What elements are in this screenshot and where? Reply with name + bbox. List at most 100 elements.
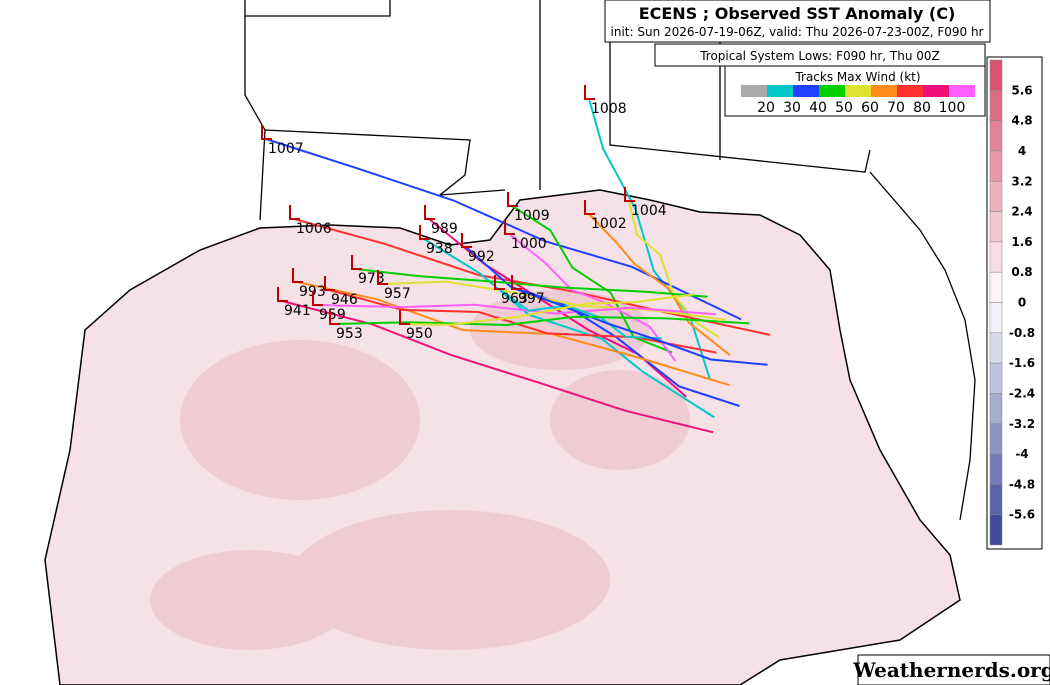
- legend-swatch: [793, 85, 819, 97]
- track: [588, 213, 731, 356]
- colorbar-label: -2.4: [1009, 386, 1035, 400]
- track: [498, 288, 663, 340]
- track: [281, 300, 714, 434]
- colorbar-cell: [989, 362, 1003, 394]
- track: [423, 238, 715, 419]
- track: [508, 233, 677, 362]
- low-marker: [624, 187, 635, 202]
- title-box: [604, 0, 991, 43]
- legend-label: 30: [783, 100, 801, 116]
- low-marker: [419, 225, 430, 240]
- colorbar-cell: [989, 120, 1003, 152]
- low-marker: [399, 310, 410, 325]
- colorbar-cell: [989, 150, 1003, 182]
- legend-swatch: [923, 85, 949, 97]
- colorbar-cell: [989, 90, 1003, 121]
- track: [515, 288, 768, 366]
- low-marker: [351, 255, 362, 270]
- legend-swatch: [949, 85, 975, 97]
- colorbar-cell: [989, 453, 1003, 485]
- subtitle: init: Sun 2026-07-19-06Z, valid: Thu 202…: [611, 25, 984, 39]
- low-label: 963: [501, 291, 528, 307]
- low-marker: [324, 276, 335, 291]
- track: [381, 280, 726, 321]
- track: [511, 205, 673, 354]
- colorbar-cell: [989, 423, 1003, 455]
- low-marker: [584, 85, 595, 100]
- legend-label: 80: [913, 100, 931, 116]
- legend-label: 70: [887, 100, 905, 116]
- low-label: 1004: [631, 203, 667, 219]
- low-marker: [377, 270, 388, 285]
- title: ECENS ; Observed SST Anomaly (C): [639, 4, 956, 23]
- colorbar-label: -5.6: [1009, 508, 1035, 522]
- colorbar-label: 4.8: [1011, 114, 1032, 128]
- low-label: 1009: [514, 208, 550, 224]
- watermark: Weathernerds.org: [852, 658, 1050, 682]
- low-marker: [494, 275, 505, 290]
- legend-label: 100: [939, 100, 966, 116]
- colorbar-cell: [989, 59, 1003, 91]
- watermark-box: [857, 654, 1050, 685]
- lows-title: Tropical System Lows: F090 hr, Thu 00Z: [699, 49, 940, 63]
- colorbar-label: -1.6: [1009, 356, 1035, 370]
- colorbar-label: -3.2: [1009, 417, 1035, 431]
- low-label: 1007: [268, 141, 304, 157]
- low-label: 950: [406, 326, 433, 342]
- colorbar-label: -4: [1015, 447, 1028, 461]
- track: [355, 268, 708, 298]
- colorbar-cell: [989, 514, 1003, 546]
- colorbar-label: 1.6: [1011, 235, 1032, 249]
- track: [628, 200, 721, 339]
- track: [296, 281, 730, 387]
- colorbar-label: 2.4: [1011, 205, 1032, 219]
- track: [465, 246, 740, 407]
- legend-label: 20: [757, 100, 775, 116]
- low-marker: [424, 205, 435, 220]
- low-label: 953: [336, 326, 363, 342]
- colorbar-label: 4: [1018, 144, 1026, 158]
- legend-swatch: [767, 85, 793, 97]
- legend-swatch: [741, 85, 767, 97]
- colorbar-label: 0: [1018, 296, 1026, 310]
- low-label: 941: [284, 303, 311, 319]
- boundaries: [244, 0, 976, 521]
- track: [316, 303, 717, 316]
- legend-swatch: [819, 85, 845, 97]
- colorbar-label: 3.2: [1011, 174, 1032, 188]
- colorbar-cell: [989, 393, 1003, 424]
- low-marker: [461, 233, 472, 248]
- low-label: 1006: [296, 221, 332, 237]
- legend-swatch: [845, 85, 871, 97]
- colorbar-label: 0.8: [1011, 265, 1032, 279]
- low-label: 938: [426, 241, 453, 257]
- colorbar: 5.6 4.8 4 3.2 2.4 1.6 0.8 0 -0.8 -1.6 -2.4 -3.2 -4 -4…: [989, 59, 1035, 546]
- low-label: 1000: [511, 236, 547, 252]
- colorbar-label: 5.6: [1011, 83, 1032, 97]
- low-label: 997: [518, 291, 545, 307]
- low-marker: [507, 192, 518, 207]
- low-label: 1002: [591, 216, 627, 232]
- colorbar-label: -4.8: [1009, 477, 1035, 491]
- track: [333, 315, 750, 327]
- low-label: 989: [431, 221, 458, 237]
- legend-label: 60: [861, 100, 879, 116]
- low-label: 957: [384, 286, 411, 302]
- low-label: 1008: [591, 101, 627, 117]
- low-marker: [584, 200, 595, 215]
- low-label: 992: [468, 249, 495, 265]
- track: [403, 293, 695, 326]
- colorbar-label: -0.8: [1009, 326, 1035, 340]
- low-marker: [329, 310, 340, 325]
- legend-swatch: [897, 85, 923, 97]
- track-legend-title: Tracks Max Wind (kt): [794, 70, 920, 84]
- low-label: 946: [331, 292, 358, 308]
- legend-label: 40: [809, 100, 827, 116]
- low-marker: [292, 268, 303, 283]
- colorbar-cell: [989, 181, 1003, 212]
- low-marker: [312, 291, 323, 306]
- colorbar-cell: [989, 484, 1003, 515]
- legend-label: 50: [835, 100, 853, 116]
